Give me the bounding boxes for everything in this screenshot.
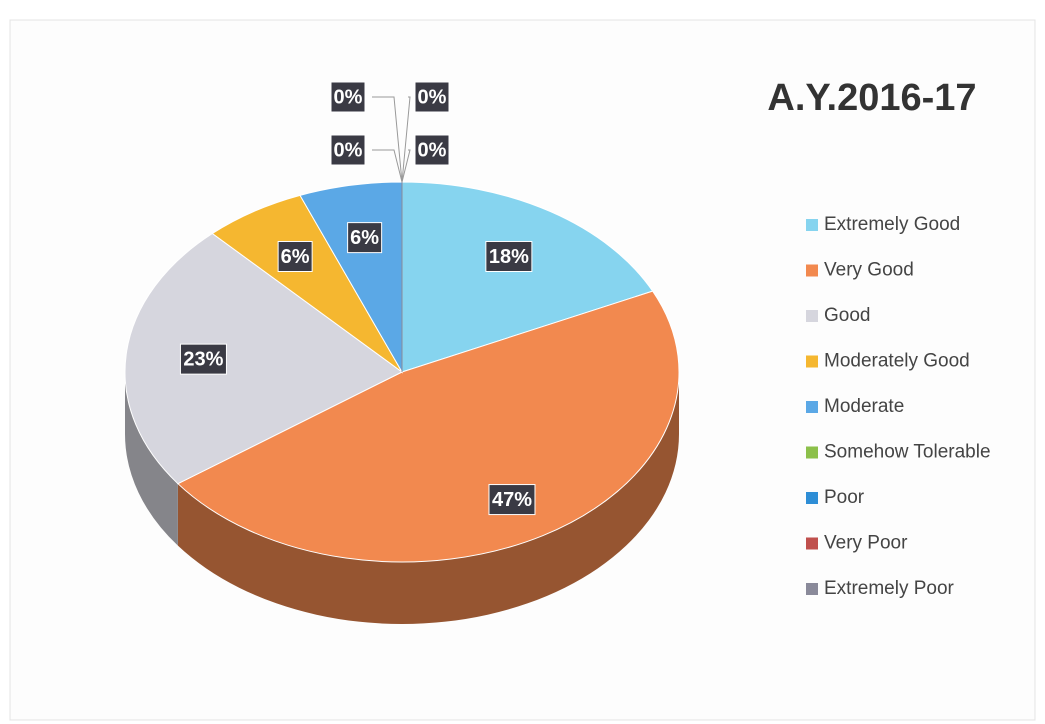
legend-label: Very Good <box>824 260 914 281</box>
data-label: 47% <box>492 489 532 511</box>
slice <box>124 232 403 485</box>
legend-label: Good <box>824 305 870 326</box>
legend-label: Very Poor <box>824 533 908 554</box>
legend-swatch <box>806 219 818 231</box>
label-box <box>414 81 450 113</box>
slice-side <box>125 372 178 546</box>
legend-label: Moderate <box>824 396 904 417</box>
slice <box>177 290 680 563</box>
label-box <box>414 134 450 166</box>
slice-side <box>177 372 680 624</box>
label-box <box>330 134 366 166</box>
legend-label: Poor <box>824 487 865 508</box>
slice <box>401 181 654 373</box>
data-label: 18% <box>489 246 529 268</box>
label-box <box>330 81 366 113</box>
label-box <box>485 240 533 272</box>
legend-swatch <box>806 446 818 459</box>
label-box <box>179 343 227 375</box>
label-box <box>347 222 383 254</box>
data-label: 0% <box>418 86 447 108</box>
legend-swatch <box>806 583 818 595</box>
chart-title: A.Y.2016-17 <box>767 77 976 119</box>
legend-swatch <box>806 355 818 368</box>
legend-swatch <box>806 537 818 550</box>
data-label: 23% <box>183 348 223 370</box>
label-box <box>488 484 536 516</box>
label-box <box>277 240 313 272</box>
data-label: 6% <box>350 227 379 249</box>
leader-line <box>401 149 411 183</box>
data-label: 0% <box>334 86 363 108</box>
legend-label: Moderately Good <box>824 351 970 372</box>
legend-swatch <box>806 310 818 322</box>
legend-label: Extremely Poor <box>824 578 955 599</box>
leader-line <box>372 96 403 183</box>
legend-label: Extremely Good <box>824 214 960 235</box>
legend-swatch <box>806 264 818 277</box>
data-label: 0% <box>418 139 447 161</box>
legend-swatch <box>806 401 818 413</box>
data-label: 6% <box>281 246 310 268</box>
data-label: 0% <box>334 139 363 161</box>
leader-line <box>401 96 411 183</box>
legend-swatch <box>806 492 818 504</box>
leader-line <box>372 149 403 183</box>
legend-label: Somehow Tolerable <box>824 442 991 463</box>
